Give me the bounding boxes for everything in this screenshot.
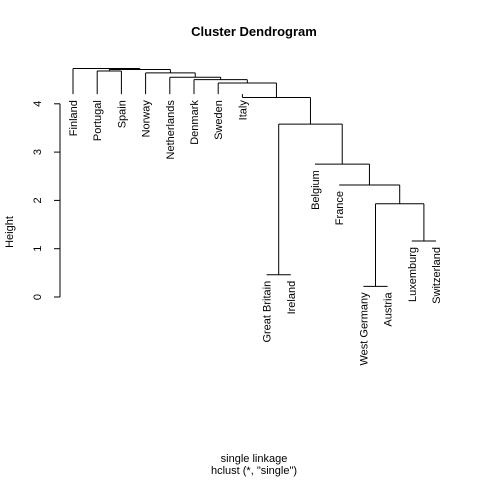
y-tick-label: 4	[32, 101, 44, 107]
leaf-label: Italy	[237, 100, 249, 121]
leaf-label: Belgium	[310, 170, 322, 210]
leaf-label: Great Britain	[262, 281, 274, 343]
leaf-label: Sweden	[213, 100, 225, 140]
leaf-label: Portugal	[92, 100, 104, 141]
leaf-label: Austria	[383, 292, 395, 327]
leaf-label: France	[334, 191, 346, 225]
x-axis-label: single linkage	[221, 453, 288, 465]
leaf-labels: Finland Portugal Spain Norway Netherlands Den…	[68, 100, 443, 366]
y-tick-label: 0	[32, 294, 44, 300]
chart-title: Cluster Dendrogram	[191, 24, 317, 39]
leaf-label: Switzerland	[431, 247, 443, 304]
y-axis: 0 1 2 3 4	[32, 101, 61, 300]
leaf-label: Denmark	[189, 100, 201, 145]
x-axis-sublabel: hclust (*, "single")	[211, 465, 297, 477]
leaf-label: Finland	[68, 100, 80, 136]
leaf-label: Luxemburg	[407, 247, 419, 302]
leaf-label: Norway	[141, 100, 153, 138]
y-tick-label: 1	[32, 246, 44, 252]
y-tick-label: 3	[32, 149, 44, 155]
leaf-label: Spain	[116, 100, 128, 128]
y-tick-label: 2	[32, 197, 44, 203]
leaf-label: West Germany	[358, 292, 370, 366]
leaf-label: Netherlands	[165, 100, 177, 160]
dendrogram-tree	[72, 68, 436, 287]
leaf-label: Ireland	[286, 281, 298, 315]
y-axis-label: Height	[4, 216, 16, 248]
